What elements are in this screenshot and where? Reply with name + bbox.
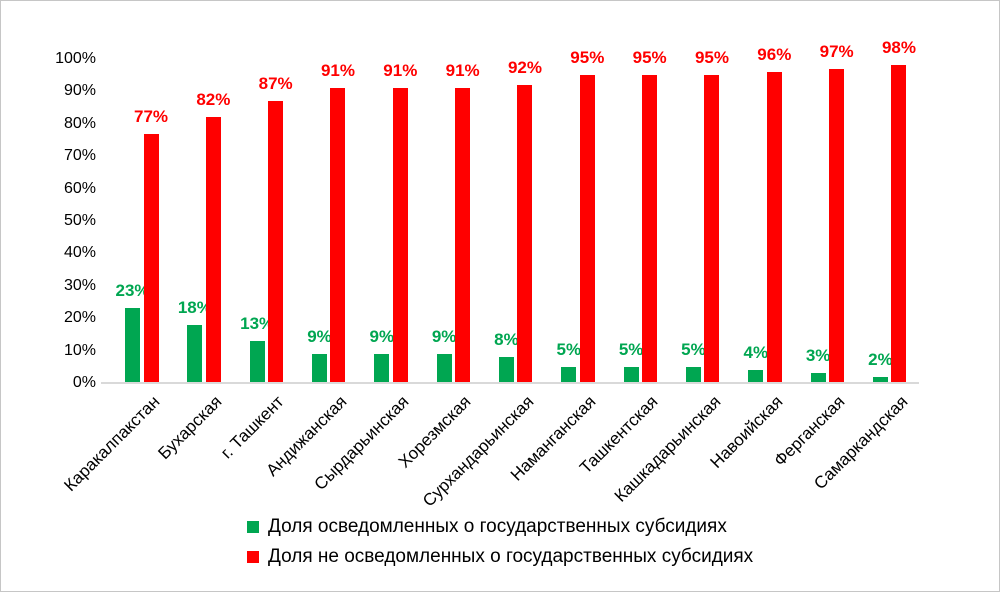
bar-value-label: 77%: [133, 106, 169, 126]
legend-label-aware: Доля осведомленных о государственных суб…: [268, 516, 727, 537]
bar-aware: [311, 353, 327, 383]
bar-value-label: 82%: [196, 90, 231, 110]
y-axis-tick-label: 60%: [63, 179, 96, 197]
legend-swatch-red-icon: [247, 551, 259, 563]
bar-unaware: [455, 88, 471, 383]
bar-aware: [623, 366, 639, 383]
y-axis-tick-label: 0%: [72, 374, 96, 391]
bar-aware: [498, 357, 514, 383]
bar-aware: [436, 353, 452, 383]
bar-value-label: 96%: [757, 44, 792, 64]
bar-unaware: [891, 65, 907, 383]
bar-value-label: 91%: [445, 61, 480, 81]
legend-item-unaware: Доля не осведомленных о государственных …: [247, 543, 753, 571]
bar-value-label: 2%: [868, 349, 893, 369]
bar-value-label: 91%: [383, 61, 418, 81]
bar-value-label: 9%: [369, 326, 395, 346]
bar-aware: [810, 373, 826, 383]
bar-value-label: 95%: [570, 48, 605, 68]
bar-aware: [748, 370, 764, 383]
bar-value-label: 97%: [819, 41, 854, 61]
bar-value-label: 87%: [258, 74, 293, 94]
y-axis-tick-label: 10%: [63, 341, 96, 359]
bar-value-label: 4%: [743, 343, 769, 363]
y-axis-tick-label: 90%: [63, 82, 96, 100]
bar-unaware: [143, 133, 159, 383]
bar-aware: [374, 353, 390, 383]
y-axis-tick-label: 70%: [63, 147, 96, 165]
bar-unaware: [829, 68, 845, 383]
y-axis-tick-label: 80%: [63, 114, 96, 132]
bar-value-label: 5%: [681, 339, 706, 359]
bar-aware: [685, 366, 701, 383]
bar-aware: [561, 366, 577, 383]
bar-value-label: 92%: [507, 57, 542, 77]
bar-value-label: 98%: [881, 38, 916, 58]
bar-value-label: 18%: [177, 297, 212, 317]
bar-aware: [249, 340, 265, 383]
x-axis-line: [101, 382, 919, 384]
bar-value-label: 3%: [805, 346, 831, 366]
y-axis-tick-label: 50%: [63, 212, 96, 229]
bar-value-label: 5%: [618, 339, 644, 359]
bar-unaware: [268, 101, 284, 383]
bar-value-label: 5%: [556, 339, 582, 359]
bar-value-label: 13%: [240, 313, 275, 333]
bar-value-label: 9%: [307, 326, 332, 346]
y-axis-tick-label: 40%: [63, 244, 96, 262]
y-axis-tick-label: 100%: [55, 50, 96, 67]
bar-aware: [187, 324, 203, 383]
bar-unaware: [392, 88, 408, 383]
bar-unaware: [704, 75, 720, 383]
bar-unaware: [579, 75, 595, 383]
bar-unaware: [205, 117, 221, 383]
legend-swatch-green-icon: [247, 521, 259, 533]
y-axis-tick-label: 30%: [63, 276, 96, 294]
bar-unaware: [766, 71, 782, 383]
bar-value-label: 8%: [494, 330, 519, 350]
legend-label-unaware: Доля не осведомленных о государственных …: [268, 546, 754, 567]
bar-aware: [872, 376, 888, 383]
bar-value-label: 23%: [115, 281, 150, 301]
legend-item-aware: Доля осведомленных о государственных суб…: [247, 513, 727, 541]
bar-aware: [125, 308, 140, 383]
bar-value-label: 9%: [431, 326, 457, 346]
bar-unaware: [517, 84, 533, 383]
bar-unaware: [330, 88, 346, 383]
bar-value-label: 95%: [694, 48, 729, 68]
bar-value-label: 91%: [320, 61, 355, 81]
y-axis-tick-label: 20%: [63, 309, 96, 327]
bar-value-label: 95%: [632, 48, 667, 68]
bar-unaware: [642, 75, 658, 383]
